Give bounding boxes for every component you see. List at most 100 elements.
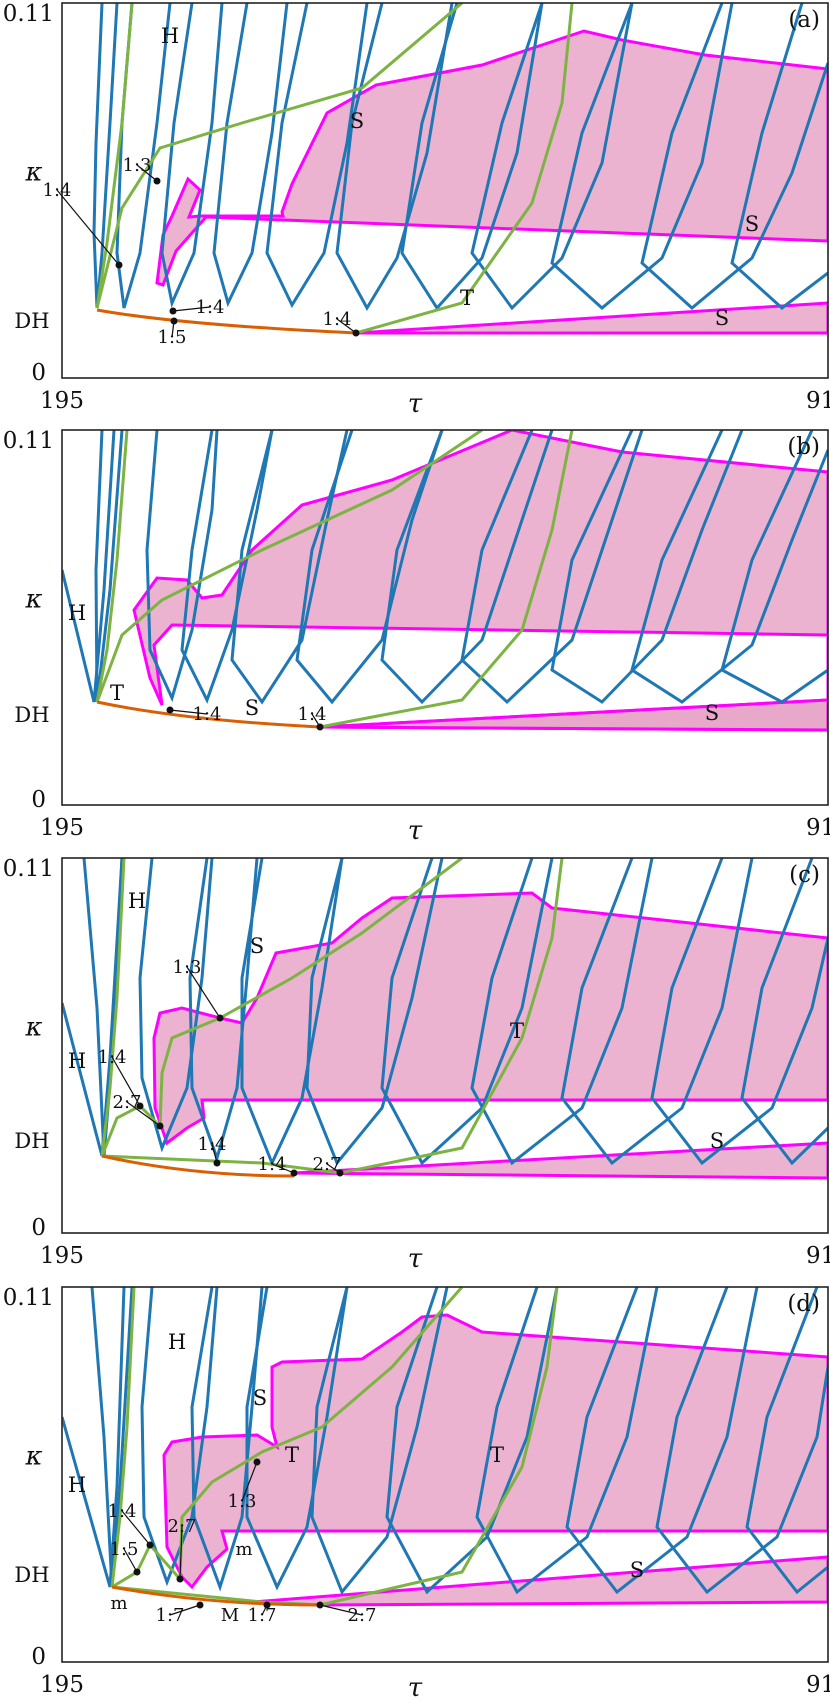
panel-plot-area bbox=[62, 1287, 828, 1607]
resonance-point bbox=[253, 1458, 261, 1466]
region-label: H bbox=[68, 601, 86, 625]
region-label: S bbox=[630, 1558, 644, 1582]
stable-boundary-lower bbox=[319, 698, 828, 732]
x-axis-label: τ bbox=[408, 1673, 423, 1702]
leader-line bbox=[186, 966, 221, 1019]
hopf-curve bbox=[650, 858, 828, 1166]
point-label: 1:5 bbox=[158, 327, 187, 348]
point-label: 1:4 bbox=[323, 309, 352, 330]
point-label: 1:4 bbox=[108, 1501, 137, 1522]
x-axis-label: τ bbox=[408, 1244, 423, 1274]
point-label: M bbox=[221, 1605, 239, 1626]
hopf-curve bbox=[380, 430, 554, 705]
leader-line bbox=[169, 709, 208, 715]
hopf-curve bbox=[470, 3, 634, 311]
lower-branch-curve bbox=[101, 1154, 295, 1178]
leader-line bbox=[169, 1604, 201, 1616]
stable-region bbox=[164, 1315, 828, 1587]
resonance-point bbox=[290, 1169, 298, 1177]
resonance-point bbox=[213, 1159, 221, 1167]
torus-curve bbox=[95, 430, 483, 703]
region-label: T bbox=[285, 1443, 299, 1467]
hopf-curve bbox=[180, 430, 274, 704]
panel-letter: (a) bbox=[788, 7, 820, 33]
hopf-curve bbox=[460, 430, 644, 705]
hopf-curve bbox=[630, 430, 828, 704]
x-tick-label-right: 910 bbox=[806, 1672, 830, 1698]
torus-curve bbox=[111, 1287, 559, 1607]
x-tick-label-right: 910 bbox=[806, 388, 830, 414]
torus-curve bbox=[95, 430, 129, 703]
x-axis-label: τ bbox=[408, 389, 423, 419]
y-tick-label-top: 0.11 bbox=[3, 1, 54, 27]
hopf-curve bbox=[380, 858, 554, 1166]
torus-curve bbox=[100, 858, 126, 1157]
stable-boundary bbox=[162, 1313, 828, 1590]
resonance-point bbox=[146, 1541, 154, 1549]
hopf-curve bbox=[62, 1287, 126, 1588]
y-axis-label: κ bbox=[24, 1013, 42, 1043]
point-label: 2:7 bbox=[313, 1154, 342, 1175]
hopf-curve bbox=[94, 430, 124, 703]
hopf-curve bbox=[550, 430, 744, 704]
region-label: S bbox=[715, 306, 729, 330]
point-label: 1:4 bbox=[298, 704, 327, 725]
y-tick-label-top: 0.11 bbox=[3, 428, 54, 454]
point-label: 1:5 bbox=[110, 1539, 139, 1560]
point-label: 1:4 bbox=[193, 704, 222, 725]
region-label: H bbox=[68, 1049, 86, 1073]
point-label: 1:4 bbox=[98, 1047, 127, 1068]
panel-letter: (c) bbox=[789, 862, 820, 888]
leader-line bbox=[319, 1604, 363, 1616]
region-label: T bbox=[510, 1019, 524, 1043]
stable-boundary-lower bbox=[293, 1141, 828, 1180]
hopf-curve bbox=[730, 3, 828, 310]
panel-plot-area bbox=[62, 858, 828, 1180]
lower-branch-curve bbox=[96, 700, 321, 729]
hopf-curve bbox=[305, 858, 444, 1166]
point-label: 2:7 bbox=[168, 1516, 197, 1537]
region-label: S bbox=[745, 212, 759, 236]
point-label: 1:3 bbox=[123, 155, 152, 176]
region-label: H bbox=[128, 889, 146, 913]
region-label: DH bbox=[14, 703, 49, 727]
leader-line bbox=[111, 1056, 141, 1107]
region-label: T bbox=[460, 286, 474, 310]
region-label: DH bbox=[14, 309, 49, 333]
y-tick-label-top: 0.11 bbox=[3, 856, 54, 882]
region-label: S bbox=[245, 696, 259, 720]
resonance-point bbox=[316, 1601, 324, 1609]
torus-curve bbox=[101, 858, 564, 1175]
resonance-point bbox=[336, 1169, 344, 1177]
point-label: 1:7 bbox=[248, 1605, 277, 1626]
leader-line bbox=[179, 1525, 183, 1580]
hopf-curve bbox=[265, 3, 369, 309]
hopf-curve bbox=[188, 858, 259, 1163]
resonance-point bbox=[352, 329, 360, 337]
lower-branch-curve bbox=[111, 1585, 321, 1607]
hopf-curve bbox=[145, 430, 219, 703]
y-tick-label-bottom: 0 bbox=[31, 360, 46, 386]
resonance-point bbox=[176, 1575, 184, 1583]
hopf-curve bbox=[140, 1287, 219, 1587]
point-label: 2:7 bbox=[348, 1605, 377, 1626]
region-label: DH bbox=[14, 1563, 49, 1587]
y-axis-label: κ bbox=[24, 585, 42, 615]
hopf-curve bbox=[740, 858, 828, 1166]
panel-plot-area bbox=[62, 430, 828, 732]
leader-line bbox=[271, 1163, 295, 1174]
y-tick-label-bottom: 0 bbox=[31, 1644, 46, 1670]
region-label: S bbox=[710, 1129, 724, 1153]
hopf-curve bbox=[295, 430, 444, 705]
resonance-point bbox=[166, 706, 174, 714]
torus-curve bbox=[100, 858, 463, 1157]
region-label: S bbox=[253, 1386, 267, 1410]
y-tick-label-bottom: 0 bbox=[31, 787, 46, 813]
region-label: S bbox=[705, 701, 719, 725]
resonance-point bbox=[316, 723, 324, 731]
leader-line bbox=[56, 189, 120, 266]
point-label: m bbox=[235, 1539, 252, 1560]
point-label: 1:4 bbox=[198, 1134, 227, 1155]
